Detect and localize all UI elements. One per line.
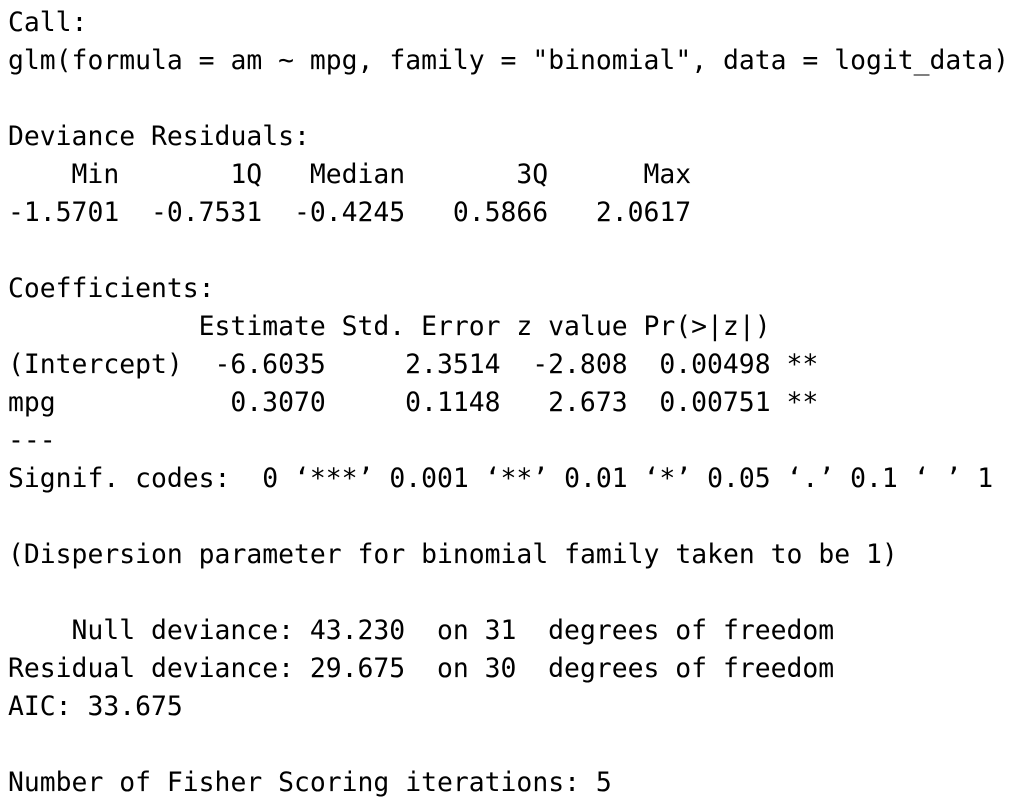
aic-line: AIC: 33.675 [8, 688, 1018, 726]
blank-line [8, 726, 1018, 764]
coef-intercept-p-value: 0.00498 [659, 349, 771, 380]
coef-mpg-signif-stars: ** [786, 387, 819, 418]
coefficients-header: Coefficients: [8, 273, 215, 304]
coef-intercept-estimate: -6.6035 [214, 349, 326, 380]
coef-intercept-signif-stars: ** [786, 349, 819, 380]
coef-row-mpg: mpg 0.3070 0.1148 2.673 0.00751 ** [8, 384, 1018, 422]
residuals-value-median: -0.4245 [293, 197, 406, 228]
null-deviance-on: on [436, 615, 469, 646]
null-deviance-suffix: degrees of freedom [548, 615, 835, 646]
coef-mpg-std-error: 0.1148 [405, 387, 501, 418]
call-formula: glm(formula = am ~ mpg, family = "binomi… [8, 45, 1009, 76]
residuals-value-max: 2.0617 [595, 197, 692, 228]
coef-mpg-term: mpg [8, 387, 56, 418]
coefficients-column-headers: Estimate Std. Error z value Pr(>|z|) [8, 308, 1018, 346]
coef-mpg-p-value: 0.00751 [659, 387, 771, 418]
call-header: Call: [8, 7, 88, 38]
coef-mpg-estimate: 0.3070 [230, 387, 326, 418]
null-deviance-line: Null deviance: 43.230 on 31 degrees of freed… [8, 612, 1018, 650]
coef-col-z-value: z value [516, 311, 628, 342]
coef-col-estimate: Estimate [198, 311, 326, 342]
residuals-value-1q: -0.7531 [150, 197, 263, 228]
coef-intercept-z-value: -2.808 [532, 349, 628, 380]
coef-row-intercept: (Intercept) -6.6035 2.3514 -2.808 0.00498 ** [8, 346, 1018, 384]
residuals-col-3q: 3Q [516, 159, 549, 190]
blank-line [8, 574, 1018, 612]
dispersion-note: (Dispersion parameter for binomial famil… [8, 539, 898, 570]
coef-mpg-z-value: 2.673 [548, 387, 628, 418]
residual-deviance-line: Residual deviance: 29.675 on 30 degrees of f… [8, 650, 1018, 688]
fisher-iterations-label: Number of Fisher Scoring iterations: [8, 767, 580, 798]
residual-deviance-df: 30 [484, 653, 517, 684]
residual-deviance-suffix: degrees of freedom [548, 653, 835, 684]
residual-deviance-on: on [436, 653, 469, 684]
aic-label: AIC: [8, 691, 72, 722]
coef-intercept-term: (Intercept) [8, 349, 183, 380]
residuals-value-3q: 0.5866 [452, 197, 549, 228]
fisher-iterations-value: 5 [595, 767, 612, 798]
null-deviance-value: 43.230 [309, 615, 406, 646]
residuals-col-min: Min [71, 159, 120, 190]
blank-line [8, 80, 1018, 118]
signif-codes-legend: 0 ‘***’ 0.001 ‘**’ 0.01 ‘*’ 0.05 ‘.’ 0.1… [262, 463, 994, 494]
residual-deviance-value: 29.675 [309, 653, 406, 684]
signif-codes-line: Signif. codes: 0 ‘***’ 0.001 ‘**’ 0.01 ‘*… [8, 460, 1018, 498]
null-deviance-label: Null deviance: [71, 615, 294, 646]
fisher-iterations-line: Number of Fisher Scoring iterations: 5 [8, 764, 1018, 802]
deviance-residuals-header: Deviance Residuals: [8, 121, 310, 152]
deviance-residuals-columns: Min 1Q Median 3Q Max [8, 156, 1018, 194]
blank-line [8, 498, 1018, 536]
aic-value: 33.675 [87, 691, 183, 722]
blank-line [8, 232, 1018, 270]
coef-col-std-error: Std. Error [341, 311, 501, 342]
residuals-col-median: Median [309, 159, 406, 190]
coef-intercept-std-error: 2.3514 [405, 349, 501, 380]
residuals-value-min: -1.5701 [8, 197, 120, 228]
separator-line: --- [8, 425, 56, 456]
residual-deviance-label: Residual deviance: [8, 653, 294, 684]
residuals-col-1q: 1Q [230, 159, 263, 190]
deviance-residuals-values: -1.5701 -0.7531 -0.4245 0.5866 2.0617 [8, 194, 1018, 232]
signif-codes-label: Signif. codes: [8, 463, 231, 494]
coef-col-p-value: Pr(>|z|) [643, 311, 771, 342]
residuals-col-max: Max [643, 159, 692, 190]
null-deviance-df: 31 [484, 615, 517, 646]
